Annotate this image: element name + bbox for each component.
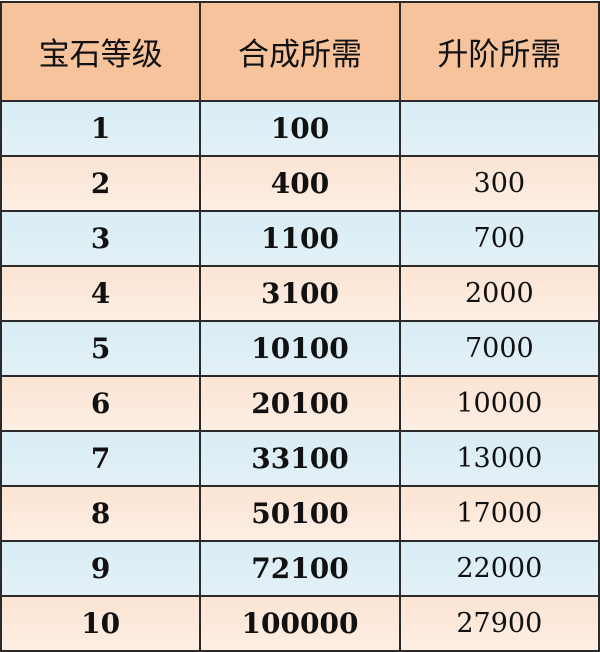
level-cell: 5 [0,320,202,377]
upgrade-cell: 700 [398,210,600,267]
level-cell: 9 [0,540,202,597]
upgrade-cell: 22000 [398,540,600,597]
synthesis-cell: 10100 [199,320,401,377]
table-row: 5 10100 7000 [0,320,600,377]
level-cell: 3 [0,210,202,267]
level-cell: 4 [0,265,202,322]
table-row: 1 100 [0,100,600,157]
synthesis-cell: 72100 [199,540,401,597]
table-row: 9 72100 22000 [0,540,600,597]
upgrade-cell: 7000 [398,320,600,377]
level-cell: 7 [0,430,202,487]
header-row: 宝石等级 合成所需 升阶所需 [0,1,600,102]
level-cell: 10 [0,595,202,652]
synthesis-cell: 33100 [199,430,401,487]
header-upgrade-required: 升阶所需 [398,1,600,102]
synthesis-cell: 3100 [199,265,401,322]
level-cell: 6 [0,375,202,432]
upgrade-cell: 300 [398,155,600,212]
table-row: 10 100000 27900 [0,595,600,652]
synthesis-cell: 20100 [199,375,401,432]
table-row: 8 50100 17000 [0,485,600,542]
synthesis-cell: 100 [199,100,401,157]
level-cell: 2 [0,155,202,212]
upgrade-cell: 2000 [398,265,600,322]
table-row: 6 20100 10000 [0,375,600,432]
header-synthesis-required: 合成所需 [199,1,401,102]
synthesis-cell: 400 [199,155,401,212]
upgrade-cell [398,100,600,157]
upgrade-cell: 10000 [398,375,600,432]
upgrade-cell: 13000 [398,430,600,487]
table-row: 4 3100 2000 [0,265,600,322]
upgrade-cell: 17000 [398,485,600,542]
synthesis-cell: 1100 [199,210,401,267]
level-cell: 1 [0,100,202,157]
table-row: 3 1100 700 [0,210,600,267]
table-row: 7 33100 13000 [0,430,600,487]
synthesis-cell: 50100 [199,485,401,542]
header-gem-level: 宝石等级 [0,1,202,102]
table-row: 2 400 300 [0,155,600,212]
synthesis-cell: 100000 [199,595,401,652]
upgrade-cell: 27900 [398,595,600,652]
level-cell: 8 [0,485,202,542]
